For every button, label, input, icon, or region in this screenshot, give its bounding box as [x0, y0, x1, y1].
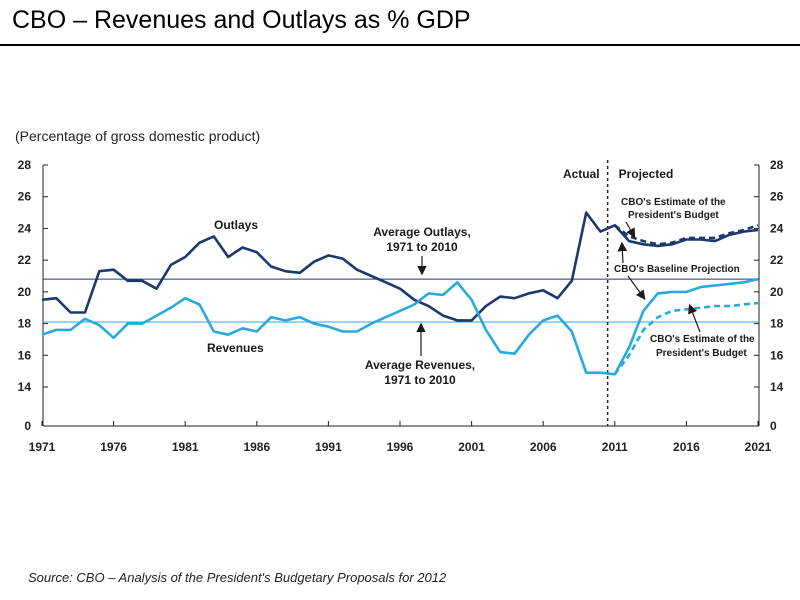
presidents-budget-revenues-label: CBO's Estimate of the	[650, 334, 755, 345]
y-tick-label-right: 18	[770, 317, 784, 331]
revenues-line	[41, 277, 759, 376]
x-tick-label: 2016	[673, 440, 700, 454]
x-tick-label: 1976	[100, 440, 127, 454]
x-tick-label: 1971	[29, 440, 56, 454]
y-tick-label-left: 0	[24, 419, 31, 433]
projected-label: Projected	[619, 167, 674, 181]
slide-title: CBO – Revenues and Outlays as % GDP	[12, 6, 471, 34]
x-tick-label: 2021	[745, 440, 772, 454]
average-revenues-label: 1971 to 2010	[384, 373, 456, 387]
presidents-budget-outlays-label: CBO's Estimate of the	[621, 197, 726, 208]
y-tick-label-left: 20	[18, 285, 32, 299]
y-tick-label-right: 22	[770, 253, 784, 267]
y-tick-label-right: 26	[770, 190, 784, 204]
title-divider	[0, 44, 800, 46]
y-tick-label-left: 26	[18, 190, 32, 204]
baseline-revenues-arrow	[627, 275, 646, 300]
y-tick-label-right: 28	[770, 158, 784, 172]
y-tick-label-left: 22	[18, 253, 32, 267]
x-tick-label: 2006	[530, 440, 557, 454]
actual-label: Actual	[563, 167, 600, 181]
presidents-budget-revenues-label: President's Budget	[656, 348, 747, 359]
presidents-budget-outlays-arrow	[625, 221, 636, 239]
revenues-label: Revenues	[207, 341, 264, 355]
revenues-outlays-chart: (Percentage of gross domestic product) 0 0…	[15, 128, 784, 454]
y-axis-label: (Percentage of gross domestic product)	[15, 128, 260, 144]
x-tick-label: 1991	[315, 440, 342, 454]
outlays-line	[41, 211, 759, 322]
y-tick-label-right: 14	[770, 380, 784, 394]
outlays-label: Outlays	[214, 218, 258, 232]
y-tick-label-left: 28	[18, 158, 32, 172]
y-tick-label-right: 16	[770, 348, 784, 362]
x-tick-label: 1981	[172, 440, 199, 454]
revenues-presidents-budget-line	[613, 301, 759, 376]
x-tick-label: 1986	[243, 440, 270, 454]
y-tick-label-left: 18	[18, 317, 32, 331]
y-tick-label-right: 0	[770, 419, 777, 433]
x-tick-label: 1996	[387, 440, 414, 454]
source-note: Source: CBO – Analysis of the President'…	[28, 570, 447, 585]
x-tick-label: 2001	[458, 440, 485, 454]
average-outlays-label: Average Outlays,	[373, 225, 471, 239]
y-tick-label-left: 16	[18, 348, 32, 362]
average-outlays-label: 1971 to 2010	[386, 240, 458, 254]
y-tick-label-right: 20	[770, 285, 784, 299]
x-tick-label: 2011	[602, 440, 628, 454]
baseline-outlays-arrow	[617, 241, 628, 264]
y-tick-label-left: 24	[18, 221, 32, 235]
y-tick-label-right: 24	[770, 221, 784, 235]
average-revenues-label: Average Revenues,	[365, 358, 475, 372]
presidents-budget-revenues-arrow	[688, 303, 701, 333]
presidents-budget-outlays-label: President's Budget	[628, 210, 719, 221]
y-tick-label-left: 14	[18, 380, 32, 394]
baseline-projection-label: CBO's Baseline Projection	[614, 264, 740, 275]
